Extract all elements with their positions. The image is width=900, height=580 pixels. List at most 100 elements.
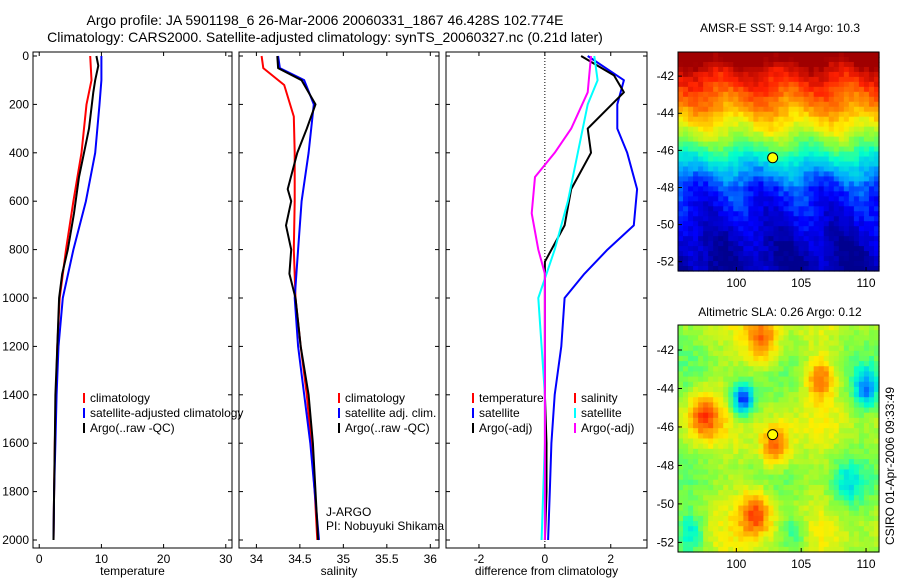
heatmap-cell bbox=[808, 443, 815, 450]
heatmap-cell bbox=[678, 386, 684, 393]
heatmap-cell bbox=[688, 505, 694, 512]
heatmap-cell bbox=[738, 241, 744, 247]
heatmap-cell bbox=[688, 479, 694, 486]
heatmap-cell bbox=[683, 131, 689, 138]
heatmap-cell bbox=[808, 402, 815, 409]
heatmap-cell bbox=[708, 141, 714, 148]
heatmap-cell bbox=[818, 371, 825, 378]
heatmap-cell bbox=[828, 386, 835, 393]
heatmap-cell bbox=[813, 402, 820, 409]
heatmap-cell bbox=[818, 412, 825, 419]
heatmap-cell bbox=[753, 531, 760, 538]
heatmap-cell bbox=[763, 216, 770, 222]
heatmap-cell bbox=[688, 453, 694, 460]
heatmap-cell bbox=[813, 453, 820, 460]
heatmap-cell bbox=[698, 397, 704, 403]
heatmap-cell bbox=[738, 479, 744, 486]
heatmap-cell bbox=[858, 201, 865, 207]
heatmap-cell bbox=[683, 211, 689, 217]
heatmap-cell bbox=[843, 453, 850, 460]
heatmap-cell bbox=[848, 81, 855, 88]
heatmap-cell bbox=[793, 251, 800, 257]
heatmap-cell bbox=[858, 226, 865, 232]
heatmap-cell bbox=[688, 176, 694, 183]
heatmap-cell bbox=[843, 116, 850, 123]
heatmap-cell bbox=[698, 231, 704, 237]
heatmap-cell bbox=[788, 490, 795, 496]
heatmap-cell bbox=[813, 161, 820, 168]
heatmap-cell bbox=[773, 206, 780, 212]
heatmap-cell bbox=[798, 66, 805, 73]
heatmap-cell bbox=[798, 161, 805, 168]
heatmap-cell bbox=[688, 161, 694, 168]
heatmap-cell bbox=[713, 412, 719, 419]
heatmap-cell bbox=[733, 505, 739, 512]
heatmap-cell bbox=[788, 126, 795, 133]
heatmap-cell bbox=[708, 71, 714, 78]
heatmap-cell bbox=[718, 484, 724, 491]
heatmap-cell bbox=[698, 226, 704, 232]
heatmap-cell bbox=[783, 443, 790, 450]
heatmap-cell bbox=[868, 376, 875, 383]
heatmap-cell bbox=[708, 433, 714, 440]
heatmap-cell bbox=[778, 531, 785, 538]
heatmap-cell bbox=[843, 181, 850, 187]
heatmap-cell bbox=[818, 131, 825, 138]
heatmap-cell bbox=[873, 469, 880, 476]
heatmap-cell bbox=[853, 146, 860, 153]
sst-map-frame bbox=[677, 51, 880, 272]
heatmap-cell bbox=[783, 86, 790, 93]
heatmap-cell bbox=[723, 526, 729, 532]
heatmap-cell bbox=[818, 126, 825, 133]
heatmap-cell bbox=[848, 490, 855, 496]
heatmap-cell bbox=[703, 241, 709, 247]
heatmap-cell bbox=[778, 479, 785, 486]
heatmap-cell bbox=[858, 459, 865, 465]
heatmap-cell bbox=[788, 106, 795, 113]
heatmap-cell bbox=[828, 236, 835, 242]
heatmap-cell bbox=[813, 397, 820, 403]
heatmap-cell bbox=[828, 131, 835, 138]
heatmap-cell bbox=[773, 531, 780, 538]
heatmap-cell bbox=[738, 161, 744, 168]
heatmap-cell bbox=[743, 56, 749, 63]
heatmap-cell bbox=[753, 350, 760, 357]
heatmap-cell bbox=[833, 510, 840, 517]
heatmap-cell bbox=[783, 116, 790, 123]
heatmap-cell bbox=[708, 246, 714, 252]
heatmap-cell bbox=[708, 251, 714, 257]
heatmap-cell bbox=[828, 166, 835, 173]
heatmap-cell bbox=[838, 469, 845, 476]
heatmap-cell bbox=[723, 464, 729, 471]
heatmap-cell bbox=[768, 181, 775, 187]
heatmap-cell bbox=[813, 536, 820, 543]
heatmap-cell bbox=[868, 423, 875, 429]
heatmap-cell bbox=[798, 211, 805, 217]
heatmap-cell bbox=[698, 171, 704, 178]
heatmap-cell bbox=[688, 423, 694, 429]
heatmap-cell bbox=[758, 448, 765, 455]
heatmap-cell bbox=[683, 335, 689, 342]
heatmap-cell bbox=[788, 500, 795, 507]
heatmap-cell bbox=[783, 266, 790, 272]
heatmap-cell bbox=[718, 101, 724, 108]
heatmap-cell bbox=[698, 423, 704, 429]
heatmap-cell bbox=[713, 433, 719, 440]
heatmap-cell bbox=[708, 121, 714, 128]
heatmap-cell bbox=[718, 221, 724, 227]
heatmap-cell bbox=[688, 216, 694, 222]
heatmap-cell bbox=[753, 241, 760, 247]
heatmap-cell bbox=[868, 448, 875, 455]
heatmap-cell bbox=[713, 500, 719, 507]
heatmap-cell bbox=[773, 438, 780, 445]
heatmap-cell bbox=[703, 126, 709, 133]
heatmap-cell bbox=[768, 166, 775, 173]
heatmap-cell bbox=[793, 402, 800, 409]
heatmap-cell bbox=[688, 206, 694, 212]
heatmap-cell bbox=[793, 156, 800, 163]
heatmap-cell bbox=[798, 335, 805, 342]
heatmap-cell bbox=[808, 111, 815, 118]
heatmap-cell bbox=[748, 66, 754, 73]
heatmap-cell bbox=[718, 136, 724, 143]
heatmap-cell bbox=[788, 412, 795, 419]
